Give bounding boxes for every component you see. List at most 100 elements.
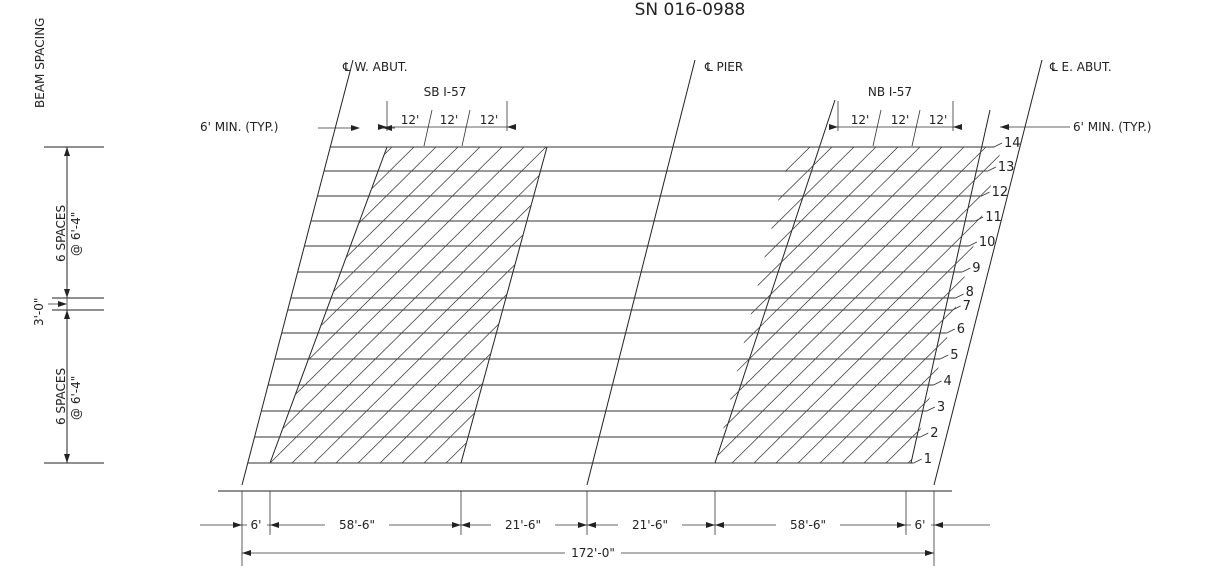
pier-line (586, 59, 696, 486)
structure-number: SN 016-0988 (635, 0, 746, 20)
hatch-line (775, 147, 1002, 463)
hatch-line (715, 147, 1002, 463)
beam-leader (913, 458, 922, 464)
sb-roadway-dimensions: SB I-57 12' 12' 12' (378, 85, 516, 147)
beam-leader (968, 241, 978, 247)
lower-spacing-value: @ 6'-4" (69, 376, 83, 420)
hatch-line (270, 147, 525, 463)
beam-number: 8 (966, 285, 974, 300)
hatch-line (401, 147, 547, 463)
beam-number: 5 (950, 348, 958, 363)
beam-number: 6 (957, 322, 965, 337)
west-abutment-label: ℄ W. ABUT. (342, 60, 408, 74)
sb-lane-width: 12' (440, 113, 459, 127)
hatch-line (715, 147, 767, 463)
hatch-line (797, 147, 1002, 463)
hatch-line (715, 147, 811, 463)
hatch-line (885, 147, 1002, 463)
sb-lane-width: 12' (480, 113, 499, 127)
hatch-line (270, 147, 547, 463)
beam-leader (955, 293, 964, 299)
segment-dim: 6' (251, 518, 262, 532)
min-clearance-left: 6' MIN. (TYP.) (200, 120, 395, 134)
beam-leader (993, 142, 1003, 148)
support-lines (241, 59, 1043, 486)
upper-spacing-count: 6 SPACES (54, 205, 68, 262)
arrow-head (64, 454, 70, 463)
hatch-line (423, 147, 547, 463)
pier-label: ℄ PIER (704, 60, 743, 74)
beam-number: 14 (1004, 136, 1021, 151)
hatch-line (715, 147, 1002, 463)
arrow-head (58, 301, 67, 307)
beam-number: 12 (992, 185, 1009, 200)
sb-lane-width: 12' (401, 113, 420, 127)
hatch-line (291, 147, 547, 463)
beam-number: 13 (998, 160, 1015, 175)
segment-dim: 21'-6" (632, 518, 668, 532)
hatch-line (715, 147, 921, 463)
hatch-line (753, 147, 1002, 463)
gap-value: 3'-0" (32, 298, 46, 326)
beam-leader (981, 191, 990, 197)
hatch-line (270, 147, 415, 463)
beam-number: 11 (985, 210, 1002, 225)
lane-divider (911, 109, 921, 147)
hatch-line (715, 147, 899, 463)
beam-number: 10 (979, 235, 996, 250)
hatch-line (270, 147, 371, 463)
hatch-line (270, 147, 547, 463)
east-abutment-line (933, 59, 1043, 486)
min-clearance-right-label: 6' MIN. (TYP.) (1073, 120, 1151, 134)
hatch-line (270, 147, 481, 463)
hatch-line (863, 147, 1002, 463)
hatch-line (715, 147, 877, 463)
beam-leader (987, 166, 997, 172)
hatch-line (929, 147, 1002, 463)
hatch-line (715, 147, 789, 463)
hatch-line (313, 147, 547, 463)
beam-spacing-column: BEAM SPACING 6 SPACES @ 6'-4" 3'-0" 6 SP… (32, 18, 104, 464)
segment-dim: 58'-6" (339, 518, 375, 532)
min-clearance-right: 6' MIN. (TYP.) (1000, 120, 1151, 134)
beam-leader (920, 432, 929, 438)
sb-roadway-hatch (270, 147, 547, 463)
beam-number: 2 (930, 426, 938, 441)
hatch-line (715, 147, 833, 463)
nb-inner-edge-line (714, 99, 836, 464)
beam-leader (926, 406, 936, 412)
nb-roadway-name: NB I-57 (868, 85, 912, 99)
hatch-line (270, 147, 437, 463)
beam-leader (933, 380, 942, 386)
beam-number: 7 (963, 299, 971, 314)
lower-spacing-count: 6 SPACES (54, 368, 68, 425)
west-abutment-line (241, 59, 354, 486)
beam-spacing-heading: BEAM SPACING (33, 18, 47, 108)
beam-leader (962, 267, 971, 273)
hatch-line (489, 147, 547, 463)
hatch-line (715, 147, 987, 463)
hatch-line (270, 147, 459, 463)
hatch-line (715, 147, 965, 463)
beam-lines (247, 142, 1003, 464)
nb-outer-edge-line (910, 109, 991, 464)
upper-spacing-value: @ 6'-4" (69, 212, 83, 256)
hatch-line (335, 147, 547, 463)
nb-roadway-dimensions: NB I-57 12' 12' 12' (829, 85, 962, 147)
nb-lane-width: 12' (929, 113, 948, 127)
arrow-head (64, 310, 70, 319)
east-abutment-label: ℄ E. ABUT. (1049, 60, 1112, 74)
beam-number: 1 (924, 452, 932, 467)
nb-lane-width: 12' (891, 113, 910, 127)
hatch-line (715, 147, 943, 463)
hatch-line (973, 147, 1002, 463)
hatch-line (467, 147, 547, 463)
hatch-line (841, 147, 1002, 463)
arrow-head (64, 147, 70, 156)
sb-roadway-name: SB I-57 (424, 85, 467, 99)
segment-dim: 21'-6" (505, 518, 541, 532)
hatch-line (951, 147, 1002, 463)
hatch-line (270, 147, 503, 463)
min-clearance-left-label: 6' MIN. (TYP.) (200, 120, 278, 134)
